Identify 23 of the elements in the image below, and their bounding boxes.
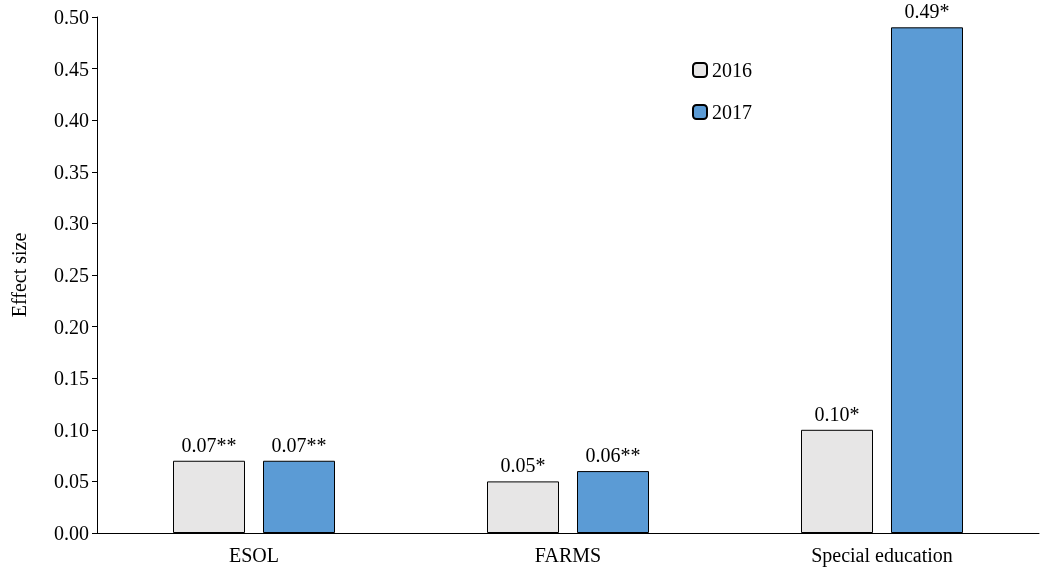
legend-label: 2017 [712, 101, 752, 123]
data-label: 0.06** [585, 444, 641, 467]
data-label: 0.05* [500, 454, 546, 477]
legend-label: 2016 [712, 59, 752, 81]
data-label: 0.49* [904, 0, 950, 23]
data-label: 0.07** [181, 433, 237, 456]
y-tick-label: 0.20 [54, 315, 89, 338]
x-tick-label: ESOL [229, 544, 279, 566]
y-tick-label: 0.15 [54, 367, 89, 390]
y-tick-label: 0.35 [54, 160, 89, 183]
y-tick-label: 0.30 [54, 212, 89, 235]
y-tick-label: 0.05 [54, 470, 89, 493]
y-tick-label: 0.45 [54, 57, 89, 80]
y-tick-label: 0.25 [54, 264, 89, 286]
y-tick-label: 0.40 [54, 109, 89, 132]
y-tick-label: 0.00 [54, 522, 89, 544]
x-tick-label: Special education [811, 544, 953, 567]
y-tick-label: 0.50 [54, 6, 89, 28]
x-tick-label: FARMS [534, 544, 602, 566]
y-axis-title: Effect size [8, 232, 30, 318]
data-label: 0.10* [814, 402, 860, 425]
data-label: 0.07** [271, 433, 327, 456]
y-tick-label: 0.10 [54, 418, 89, 441]
